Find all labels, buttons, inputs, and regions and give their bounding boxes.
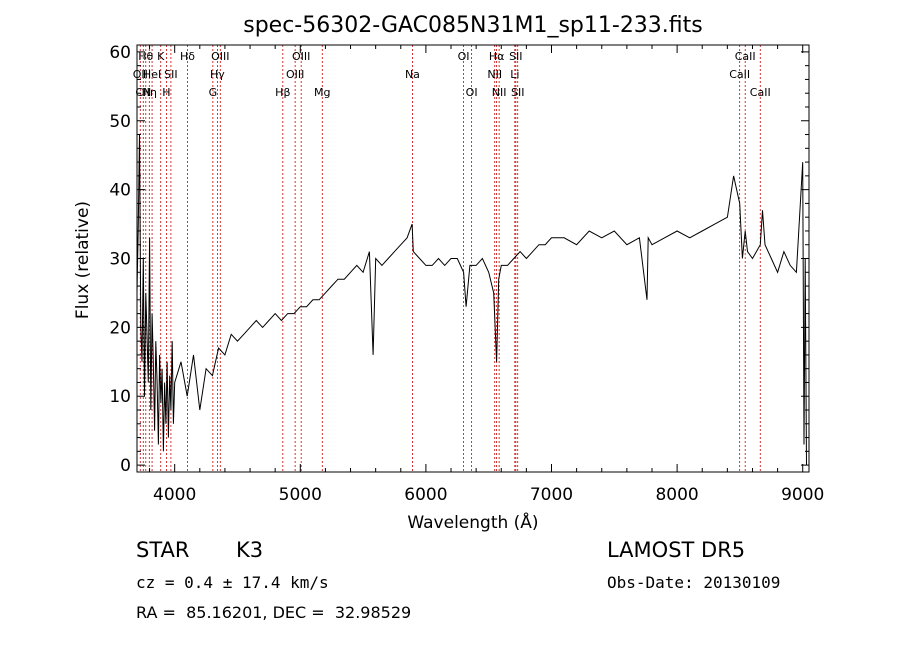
y-tick-label: 0 bbox=[120, 456, 131, 476]
plot-frame bbox=[136, 44, 810, 473]
line-marker-label: K bbox=[157, 50, 165, 63]
line-marker-label: Hγ bbox=[210, 68, 225, 81]
x-tick-label: 8000 bbox=[655, 485, 698, 505]
line-marker-label: NII bbox=[487, 68, 502, 81]
line-marker-label: NII bbox=[492, 86, 507, 99]
line-marker-label: Hθ bbox=[138, 50, 153, 63]
x-tick-label: 5000 bbox=[279, 485, 322, 505]
line-marker-label: H bbox=[162, 86, 170, 99]
line-marker-label: Na bbox=[405, 68, 420, 81]
line-marker-label: CaII bbox=[729, 68, 750, 81]
line-marker-label: OIII bbox=[211, 50, 229, 63]
line-marker-label: CaII bbox=[750, 86, 771, 99]
y-tick-label: 30 bbox=[109, 250, 131, 270]
line-marker-label: OIII bbox=[292, 50, 310, 63]
line-marker-label: OIII bbox=[286, 68, 304, 81]
y-tick-label: 50 bbox=[109, 112, 131, 132]
line-marker-label: CaII bbox=[735, 50, 756, 63]
x-tick-label: 4000 bbox=[153, 485, 196, 505]
survey-name: LAMOST DR5 bbox=[607, 538, 746, 562]
redshift-cz: cz = 0.4 ± 17.4 km/s bbox=[136, 573, 329, 592]
line-marker-label: SII bbox=[509, 50, 522, 63]
line-marker-label: OI bbox=[458, 50, 470, 63]
line-marker-label: HeI bbox=[143, 68, 161, 81]
y-axis-label: Flux (relative) bbox=[73, 201, 93, 319]
x-axis-ticks: 4000 5000 6000 7000 8000 9000 bbox=[149, 45, 824, 505]
line-marker-label: SII bbox=[164, 68, 177, 81]
chart-title: spec-56302-GAC085N31M1_sp11-233.fits bbox=[243, 13, 703, 38]
line-marker-label: CN bbox=[135, 86, 151, 99]
y-tick-label: 10 bbox=[109, 387, 131, 407]
x-axis-label: Wavelength (Å) bbox=[407, 511, 538, 533]
coordinates: RA = 85.16201, DEC = 32.98529 bbox=[136, 603, 412, 622]
line-marker-label: Mg bbox=[314, 86, 330, 99]
spectrum-line bbox=[136, 134, 807, 466]
y-tick-label: 20 bbox=[109, 318, 131, 338]
line-marker-labels: OIICNHθHηHeIKHSIIHδGHγOIIIHβOIIIOIIIMgNa… bbox=[133, 50, 771, 99]
y-tick-label: 60 bbox=[109, 43, 131, 63]
line-marker-label: SII bbox=[511, 86, 524, 99]
line-markers bbox=[139, 45, 761, 472]
y-axis-ticks: 0 10 20 30 40 50 60 bbox=[109, 43, 809, 476]
x-tick-label: 6000 bbox=[404, 485, 447, 505]
line-marker-label: Hδ bbox=[180, 50, 195, 63]
line-marker-label: Li bbox=[510, 68, 519, 81]
line-marker-label: Hη bbox=[142, 86, 157, 99]
x-tick-label: 9000 bbox=[781, 485, 824, 505]
y-tick-label: 40 bbox=[109, 181, 131, 201]
line-marker-label: OII bbox=[133, 68, 148, 81]
line-marker-label: G bbox=[209, 86, 218, 99]
object-class: STAR bbox=[136, 538, 190, 562]
x-tick-label: 7000 bbox=[530, 485, 573, 505]
subclass: K3 bbox=[236, 538, 264, 562]
obs-date: Obs-Date: 20130109 bbox=[607, 573, 781, 592]
line-marker-label: Hα bbox=[489, 50, 505, 63]
line-marker-label: Hβ bbox=[275, 86, 290, 99]
line-marker-label: OI bbox=[466, 86, 478, 99]
